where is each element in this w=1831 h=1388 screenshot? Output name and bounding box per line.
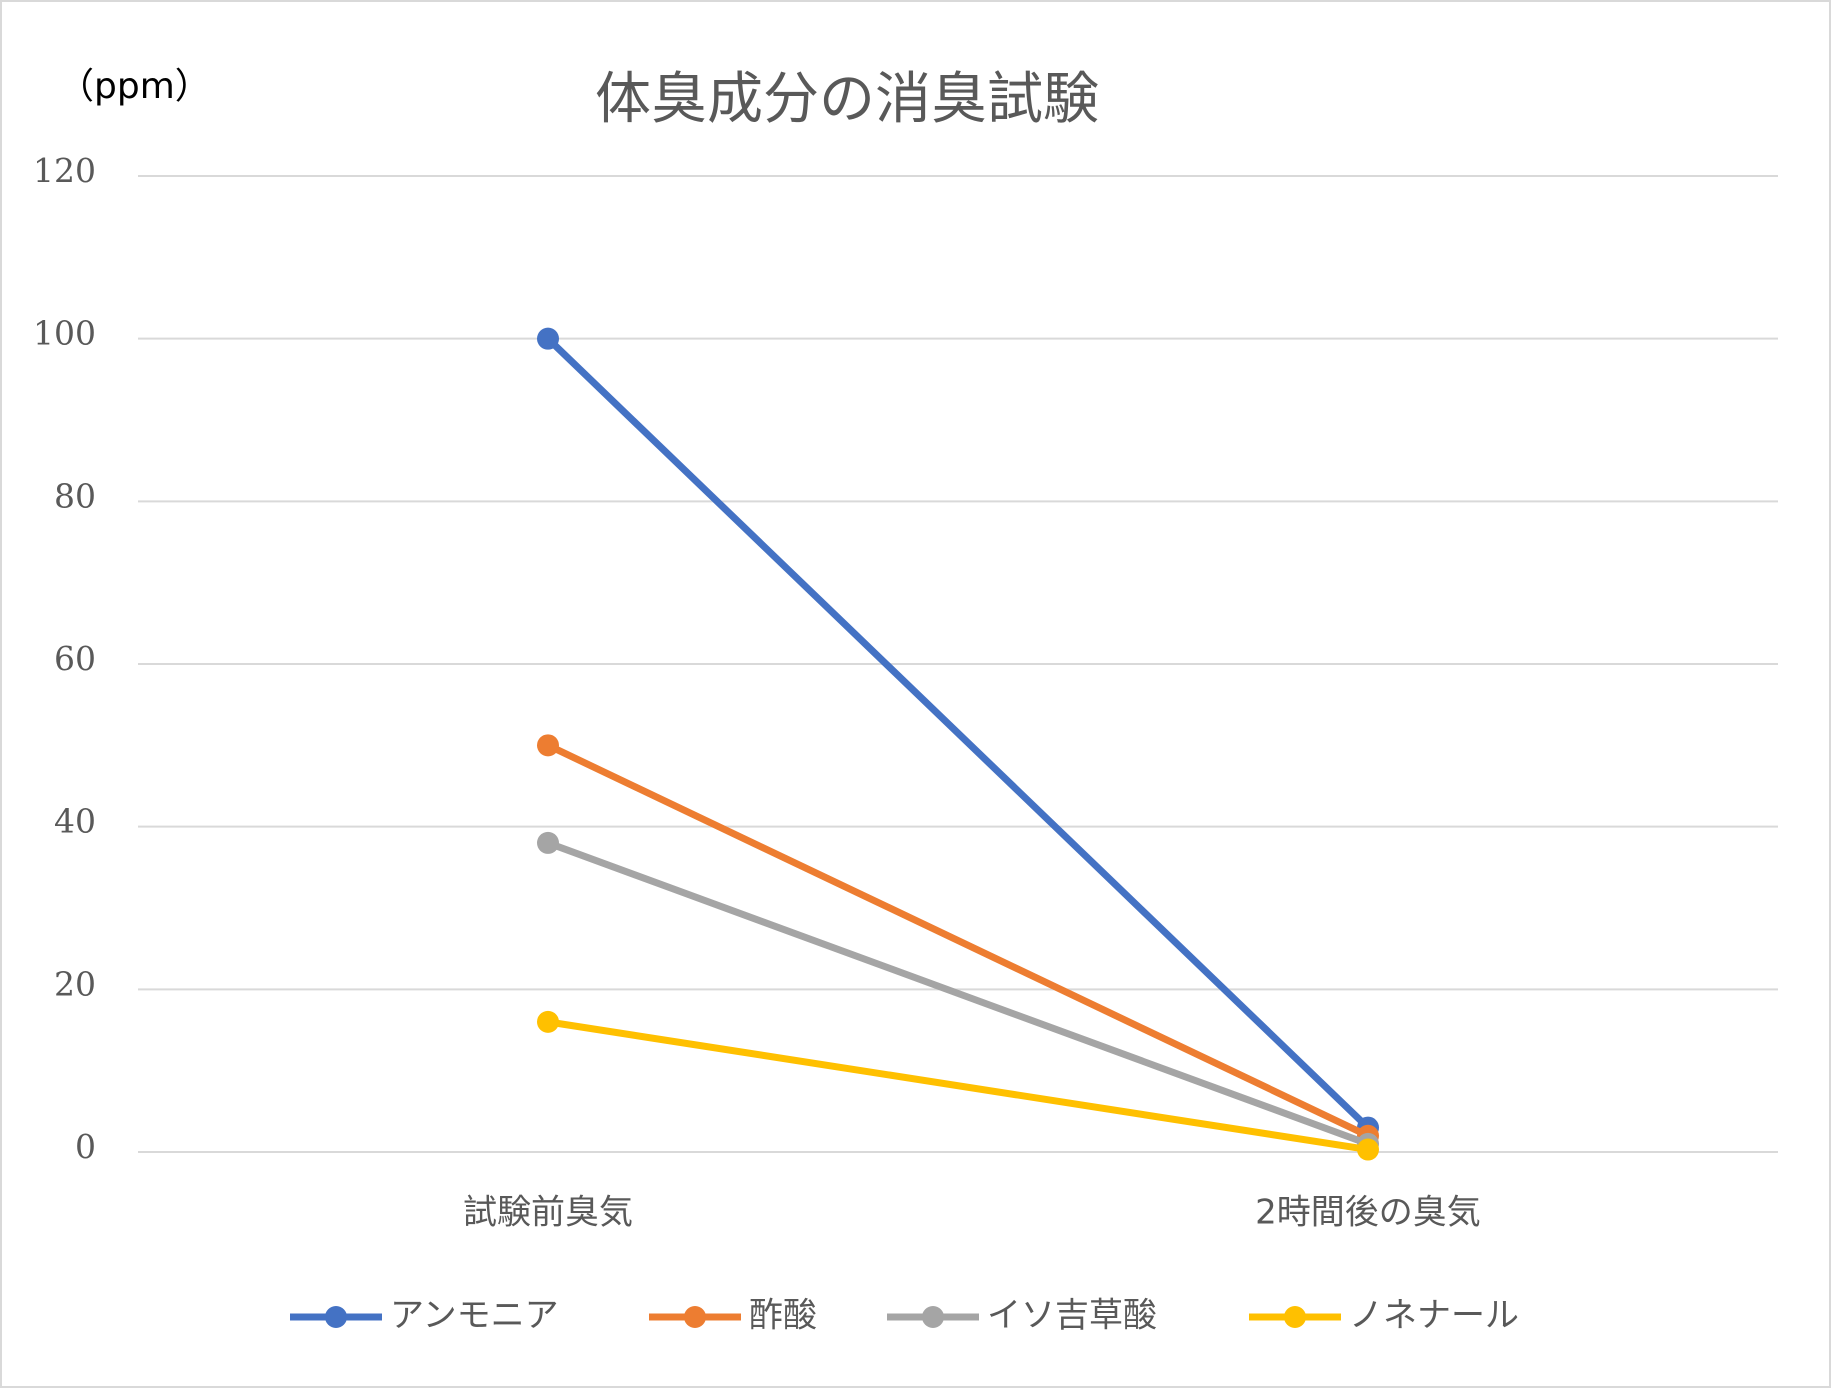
legend-marker [922, 1306, 944, 1328]
y-tick-label: 80 [54, 476, 96, 515]
legend-label: アンモニア [390, 1296, 559, 1336]
legend-marker [684, 1306, 706, 1328]
data-point [1357, 1138, 1379, 1161]
legend-marker [1284, 1306, 1306, 1328]
data-point [537, 831, 559, 854]
legend-label: イソ吉草酸 [987, 1296, 1157, 1336]
legend-label: ノネナール [1349, 1296, 1519, 1336]
legend-marker [325, 1306, 347, 1328]
y-tick-label: 0 [75, 1127, 96, 1166]
series-line [546, 742, 1370, 1139]
y-axis-label: （ppm） [58, 66, 211, 107]
y-tick-label: 120 [33, 151, 96, 190]
data-point [537, 327, 559, 350]
y-tick-label: 20 [54, 964, 96, 1003]
data-point [537, 1010, 559, 1033]
y-tick-label: 100 [33, 314, 96, 353]
data-point [537, 734, 559, 757]
series-line [547, 1018, 1369, 1154]
legend-label: 酢酸 [749, 1296, 817, 1336]
y-tick-label: 60 [54, 639, 96, 678]
x-tick-label: 2時間後の臭気 [1255, 1193, 1481, 1233]
series-line [546, 839, 1370, 1148]
y-tick-label: 40 [54, 802, 96, 841]
series-line [545, 336, 1371, 1131]
x-tick-label: 試験前臭気 [463, 1193, 633, 1233]
chart-title: 体臭成分の消臭試験 [595, 67, 1099, 132]
